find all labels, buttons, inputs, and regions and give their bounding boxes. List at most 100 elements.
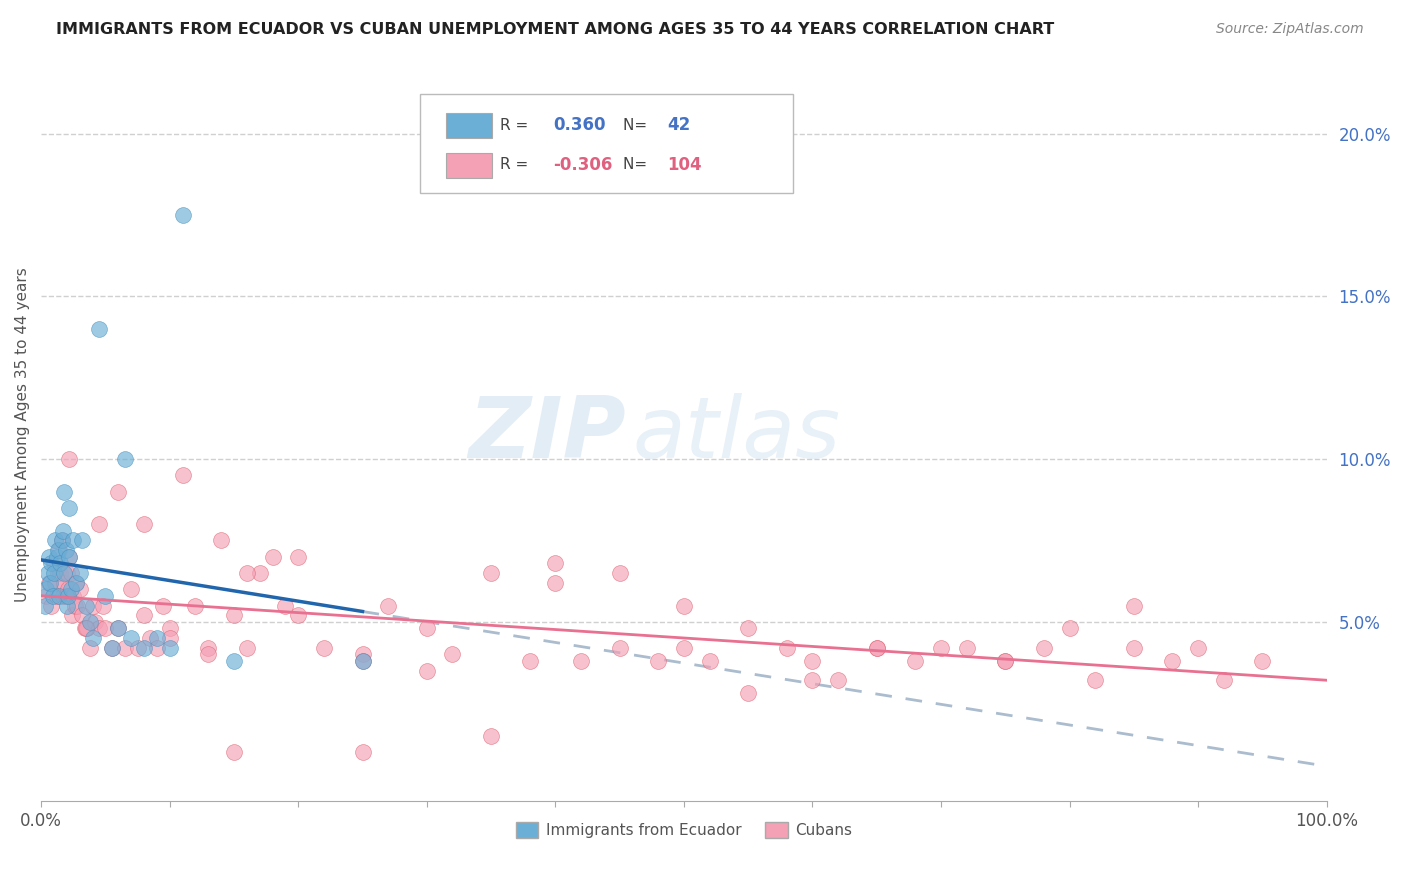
Point: [569, 654, 592, 668]
Point: [75, 621, 97, 635]
Point: [262, 549, 284, 564]
Point: [249, 566, 271, 580]
Point: [287, 608, 309, 623]
Point: [58, 452, 80, 467]
Text: atlas: atlas: [633, 393, 841, 476]
Point: [1212, 673, 1234, 688]
Point: [39, 575, 62, 590]
Point: [107, 621, 129, 635]
Point: [44, 533, 66, 548]
Point: [1059, 621, 1081, 635]
Text: IMMIGRANTS FROM ECUADOR VS CUBAN UNEMPLOYMENT AMONG AGES 35 TO 44 YEARS CORRELAT: IMMIGRANTS FROM ECUADOR VS CUBAN UNEMPLO…: [56, 22, 1054, 37]
Text: N=: N=: [623, 157, 652, 172]
FancyBboxPatch shape: [420, 95, 793, 193]
Point: [62, 589, 84, 603]
Point: [69, 582, 91, 597]
Point: [120, 631, 142, 645]
Point: [70, 608, 93, 623]
Point: [172, 468, 194, 483]
Point: [479, 729, 502, 743]
Point: [56, 589, 79, 603]
Point: [152, 599, 174, 613]
Point: [479, 566, 502, 580]
Point: [236, 566, 259, 580]
Point: [34, 599, 56, 613]
Point: [56, 599, 79, 613]
Point: [63, 599, 86, 613]
Point: [48, 543, 70, 558]
Point: [159, 640, 181, 655]
Point: [184, 599, 207, 613]
Point: [172, 208, 194, 222]
Point: [132, 608, 155, 623]
Point: [236, 640, 259, 655]
Point: [1161, 654, 1184, 668]
Point: [929, 640, 952, 655]
Point: [79, 615, 101, 629]
Point: [352, 648, 374, 662]
Point: [132, 640, 155, 655]
Point: [58, 500, 80, 515]
Point: [46, 543, 69, 558]
Point: [45, 549, 67, 564]
Point: [107, 621, 129, 635]
Point: [377, 599, 399, 613]
Point: [59, 566, 82, 580]
Point: [65, 575, 87, 590]
Text: 0.360: 0.360: [553, 116, 605, 134]
Point: [69, 566, 91, 580]
Point: [62, 533, 84, 548]
Y-axis label: Unemployment Among Ages 35 to 44 years: Unemployment Among Ages 35 to 44 years: [15, 268, 30, 602]
Point: [94, 589, 117, 603]
Point: [49, 556, 72, 570]
Point: [70, 533, 93, 548]
Point: [87, 517, 110, 532]
Point: [49, 566, 72, 580]
Point: [87, 322, 110, 336]
Point: [222, 608, 245, 623]
Point: [73, 621, 96, 635]
Point: [42, 556, 65, 570]
Point: [352, 654, 374, 668]
Point: [352, 654, 374, 668]
Point: [801, 673, 824, 688]
Point: [65, 575, 87, 590]
Legend: Immigrants from Ecuador, Cubans: Immigrants from Ecuador, Cubans: [509, 816, 858, 845]
Point: [827, 673, 849, 688]
Point: [84, 615, 107, 629]
Point: [737, 686, 759, 700]
Point: [519, 654, 541, 668]
Point: [55, 543, 77, 558]
Point: [312, 640, 335, 655]
Point: [59, 582, 82, 597]
Point: [737, 621, 759, 635]
Point: [1122, 640, 1144, 655]
Point: [56, 582, 79, 597]
Point: [146, 640, 169, 655]
Point: [35, 589, 58, 603]
Point: [1187, 640, 1209, 655]
Point: [866, 640, 889, 655]
Point: [274, 599, 297, 613]
Text: ZIP: ZIP: [468, 393, 626, 476]
Point: [1122, 599, 1144, 613]
Point: [197, 648, 219, 662]
Point: [37, 566, 59, 580]
Point: [42, 566, 65, 580]
Point: [41, 599, 63, 613]
Point: [114, 640, 136, 655]
Point: [416, 664, 439, 678]
Point: [441, 648, 464, 662]
Point: [672, 640, 695, 655]
Point: [76, 621, 98, 635]
Point: [55, 589, 77, 603]
Text: -0.306: -0.306: [553, 155, 612, 174]
Point: [52, 524, 75, 538]
Point: [287, 549, 309, 564]
Point: [82, 599, 104, 613]
Point: [52, 589, 75, 603]
Point: [41, 589, 63, 603]
Point: [1032, 640, 1054, 655]
Point: [46, 566, 69, 580]
Point: [75, 599, 97, 613]
